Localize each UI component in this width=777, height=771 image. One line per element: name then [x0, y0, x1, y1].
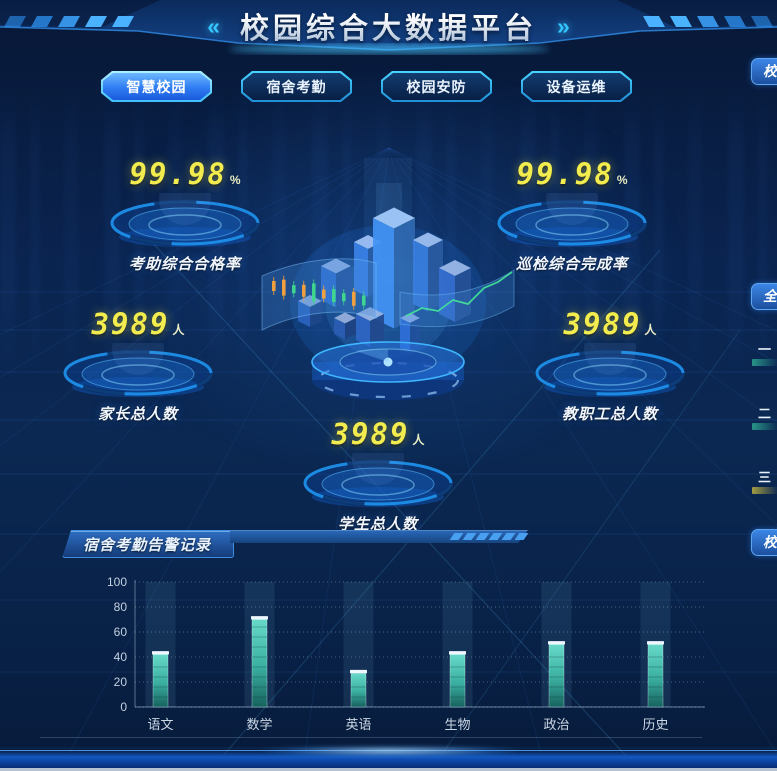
stat-unit: %	[229, 173, 241, 187]
ranking-bar-2	[752, 423, 777, 430]
right-chevron-icon: »	[557, 12, 570, 39]
stat-value: 3989	[563, 307, 642, 341]
platform-disc	[105, 173, 265, 251]
stat-staff-total: 3989 人 教职工总人数	[520, 310, 700, 424]
svg-text:数学: 数学	[246, 717, 272, 732]
stat-label: 巡检综合完成率	[515, 256, 628, 273]
stat-label: 教职工总人数	[561, 406, 658, 423]
stat-unit: %	[616, 173, 628, 187]
header-slash-decoration	[449, 533, 529, 540]
tab-label: 宿舍考勤	[243, 73, 350, 100]
left-chevron-icon: «	[207, 12, 220, 39]
svg-text:100: 100	[107, 575, 127, 589]
stat-value: 3989	[331, 417, 410, 451]
stat-label: 学生总人数	[337, 516, 418, 533]
stat-students-total: 3989 人 学生总人数	[288, 420, 468, 534]
stat-label: 家长总人数	[97, 406, 178, 423]
right-corner-stripes	[643, 16, 773, 27]
stat-exam-pass-rate: 99.98% 考助综合合格率	[95, 160, 275, 274]
stat-parents-total: 3989 人 家长总人数	[48, 310, 228, 424]
tab-dorm-attendance[interactable]: 宿舍考勤	[241, 71, 352, 102]
platform-disc	[530, 323, 690, 401]
left-corner-stripes	[4, 16, 134, 27]
svg-text:20: 20	[114, 675, 128, 689]
platform-disc	[298, 433, 458, 511]
svg-text:语文: 语文	[147, 717, 173, 732]
page-title: 校园综合大数据平台	[240, 5, 537, 47]
ranking-numeral-3: 三	[758, 470, 772, 485]
tab-label: 智慧校园	[103, 73, 210, 100]
tab-smart-campus[interactable]: 智慧校园	[101, 71, 212, 102]
tab-label: 校园安防	[383, 73, 490, 100]
stat-unit: 人	[172, 323, 185, 337]
svg-text:英语: 英语	[345, 717, 371, 732]
ranking-numeral-1: 一	[758, 342, 772, 357]
stat-inspection-rate: 99.98% 巡检综合完成率	[482, 160, 662, 274]
stat-value: 99.98	[129, 157, 227, 191]
tab-campus-security[interactable]: 校园安防	[381, 71, 492, 102]
stat-label: 考助综合合格率	[128, 256, 241, 273]
right-panel-header-overview: 全	[751, 283, 777, 310]
ranking-bar-1	[752, 359, 777, 366]
svg-text:政治: 政治	[543, 717, 569, 732]
stat-value: 3989	[91, 307, 170, 341]
header-title-row: « 校园综合大数据平台 »	[0, 5, 777, 47]
footer-glow	[260, 746, 520, 756]
tab-label: 设备运维	[523, 73, 630, 100]
alert-bar-chart: 0 20 40 60 80 100 语文 数学 英语 生物 政治 历史	[107, 575, 705, 732]
right-panel-header-campus2: 校	[751, 529, 777, 556]
ranking-bar-3	[752, 487, 777, 494]
svg-text:80: 80	[114, 600, 128, 614]
svg-text:历史: 历史	[642, 717, 668, 732]
alert-panel-title: 宿舍考勤告警记录	[83, 536, 212, 554]
stat-value: 99.98	[516, 157, 614, 191]
svg-text:60: 60	[114, 625, 128, 639]
right-panel-header-campus: 校	[751, 58, 777, 85]
tab-bar: 智慧校园 宿舍考勤 校园安防 设备运维	[101, 71, 632, 102]
svg-text:40: 40	[114, 650, 128, 664]
ranking-numeral-2: 二	[758, 406, 772, 421]
stat-unit: 人	[412, 433, 425, 447]
section-divider	[40, 737, 702, 738]
header-tail-triangle	[521, 533, 528, 540]
platform-disc	[492, 173, 652, 251]
window-bottom-edge	[0, 768, 777, 771]
svg-text:生物: 生物	[444, 717, 470, 732]
svg-text:0: 0	[120, 700, 127, 714]
stat-unit: 人	[644, 323, 657, 337]
alert-panel-header: 宿舍考勤告警记录	[62, 530, 234, 558]
platform-disc	[58, 323, 218, 401]
tab-device-ops[interactable]: 设备运维	[521, 71, 632, 102]
header-banner	[0, 0, 777, 54]
